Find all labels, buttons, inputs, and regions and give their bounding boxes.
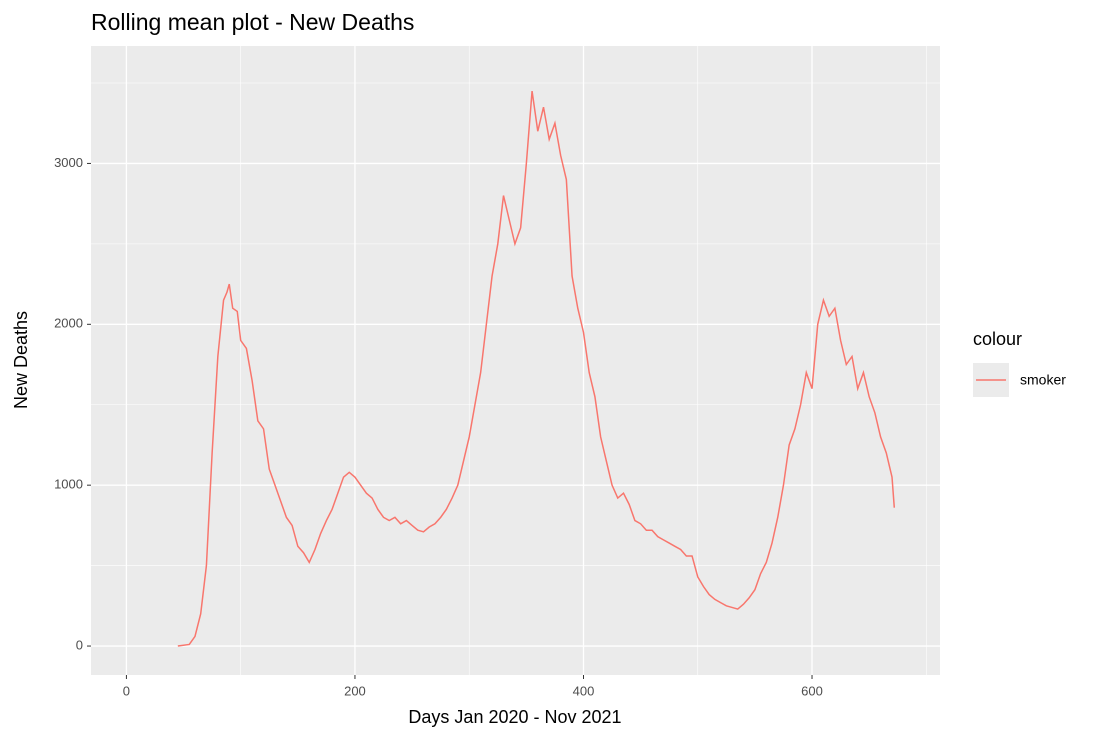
y-axis-label: New Deaths <box>11 311 31 409</box>
y-tick-label: 0 <box>76 637 83 652</box>
y-tick-label: 1000 <box>54 477 83 492</box>
x-tick-label: 400 <box>573 683 595 698</box>
x-tick-label: 0 <box>123 683 130 698</box>
chart-title: Rolling mean plot - New Deaths <box>91 9 414 35</box>
x-axis-label: Days Jan 2020 - Nov 2021 <box>408 707 621 727</box>
x-tick-label: 200 <box>344 683 366 698</box>
line <box>177 90 896 647</box>
panel <box>91 46 940 675</box>
y-tick-label: 3000 <box>54 155 83 170</box>
legend-title: colour <box>973 329 1022 349</box>
x-tick-label: 600 <box>801 683 823 698</box>
y-tick-label: 2000 <box>54 316 83 331</box>
legend-label: smoker <box>1020 372 1066 388</box>
grid <box>91 46 940 675</box>
